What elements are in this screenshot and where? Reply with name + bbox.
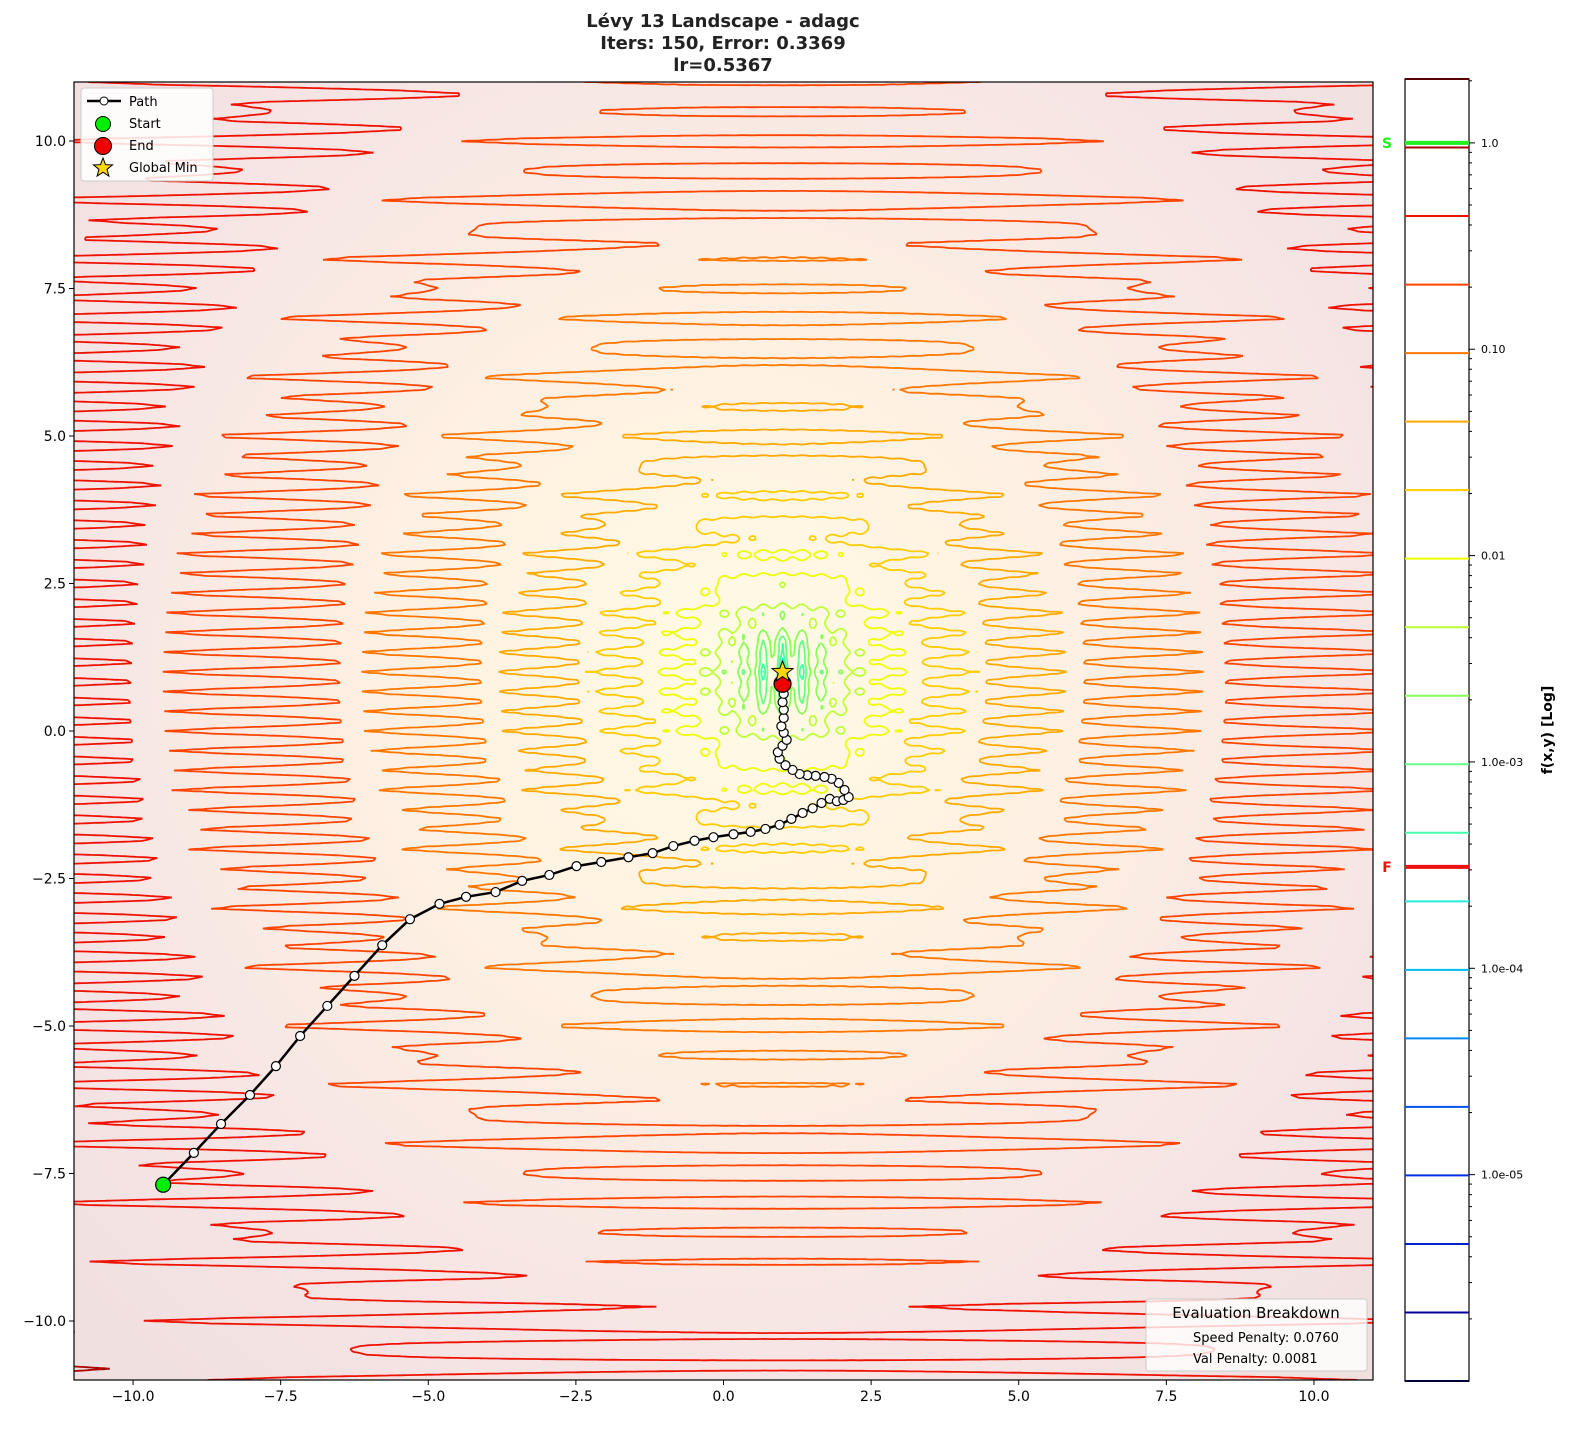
path-point	[777, 722, 786, 731]
path-point	[811, 771, 820, 780]
legend-start-marker	[96, 117, 111, 132]
y-tick-label: −7.5	[32, 1167, 66, 1183]
evaluation-speed-penalty: Speed Penalty: 0.0760	[1193, 1331, 1339, 1346]
colorbar-marker-label: S	[1382, 136, 1392, 152]
x-tick-label: 7.5	[1155, 1389, 1177, 1405]
path-point	[709, 833, 718, 842]
x-tick-label: 5.0	[1008, 1389, 1030, 1405]
path-point	[817, 798, 826, 807]
path-point	[820, 773, 829, 782]
path-point	[378, 941, 387, 950]
path-point	[518, 876, 527, 885]
colorbar: 1.0 0.10 0.01 1.0e-03 1.0e-04 1.0e-05 S F f(x,…	[1382, 79, 1556, 1381]
path-point	[545, 870, 554, 879]
path-point	[405, 915, 414, 924]
path-point	[217, 1119, 226, 1128]
y-tick-label: −5.0	[32, 1019, 66, 1035]
colorbar-marker-label: F	[1382, 860, 1392, 876]
colorbar-tick-label: 0.10	[1481, 343, 1506, 356]
path-point	[491, 888, 500, 897]
path-point	[323, 1001, 332, 1010]
path-point	[572, 862, 581, 871]
path-point	[787, 814, 796, 823]
path-point	[271, 1062, 280, 1071]
path-point	[690, 836, 699, 845]
legend-path-label: Path	[129, 95, 158, 110]
colorbar-ticks: 1.0 0.10 0.01 1.0e-03 1.0e-04 1.0e-05	[1469, 81, 1523, 1319]
evaluation-breakdown-box: Evaluation Breakdown Speed Penalty: 0.07…	[1146, 1299, 1367, 1371]
colorbar-tick-label: 1.0e-03	[1481, 756, 1523, 769]
path-point	[350, 971, 359, 980]
path-point	[746, 827, 755, 836]
x-tick-label: 2.5	[860, 1389, 882, 1405]
x-tick-label: 10.0	[1298, 1389, 1329, 1405]
x-tick-label: 0.0	[712, 1389, 734, 1405]
path-point	[729, 830, 738, 839]
y-tick-label: 7.5	[44, 282, 66, 298]
path-point	[669, 842, 678, 851]
x-tick-label: −5.0	[411, 1389, 445, 1405]
path-point	[296, 1032, 305, 1041]
path-point	[462, 892, 471, 901]
colorbar-tick-label: 1.0e-04	[1481, 962, 1523, 975]
path-point	[808, 804, 817, 813]
path-point	[778, 698, 787, 707]
path-point	[245, 1091, 254, 1100]
legend-end-marker	[95, 138, 112, 155]
legend: Path Start End Global Min	[81, 88, 213, 181]
path-point	[775, 820, 784, 829]
y-tick-label: 2.5	[44, 577, 66, 593]
legend-start-label: Start	[129, 117, 161, 132]
evaluation-title: Evaluation Breakdown	[1172, 1304, 1340, 1322]
path-point	[779, 714, 788, 723]
start-marker	[156, 1177, 171, 1192]
colorbar-frame	[1405, 79, 1469, 1381]
colorbar-label: f(x,y) [Log]	[1540, 686, 1556, 775]
x-tick-label: −10.0	[112, 1389, 155, 1405]
colorbar-tick-label: 1.0e-05	[1481, 1169, 1523, 1182]
path-point	[189, 1148, 198, 1157]
legend-path-marker	[100, 97, 108, 105]
colorbar-tick-label: 0.01	[1481, 550, 1506, 563]
colorbar-tick-label: 1.0	[1481, 137, 1499, 150]
y-tick-label: 10.0	[35, 134, 66, 150]
chart-title-line-3: lr=0.5367	[673, 55, 773, 76]
legend-global-min-label: Global Min	[129, 161, 198, 176]
path-point	[761, 824, 770, 833]
path-point	[624, 853, 633, 862]
path-point	[597, 857, 606, 866]
y-tick-label: 5.0	[44, 429, 66, 445]
y-tick-label: 0.0	[44, 724, 66, 740]
path-point	[435, 899, 444, 908]
x-tick-label: −2.5	[559, 1389, 593, 1405]
evaluation-val-penalty: Val Penalty: 0.0081	[1193, 1352, 1318, 1367]
legend-end-label: End	[129, 139, 154, 154]
x-tick-label: −7.5	[264, 1389, 298, 1405]
chart-title-line-1: Lévy 13 Landscape - adagc	[586, 11, 859, 32]
path-point	[798, 809, 807, 818]
chart-title-line-2: Iters: 150, Error: 0.3369	[600, 33, 845, 54]
path-point	[648, 849, 657, 858]
y-tick-label: −2.5	[32, 872, 66, 888]
y-tick-label: −10.0	[23, 1314, 66, 1330]
